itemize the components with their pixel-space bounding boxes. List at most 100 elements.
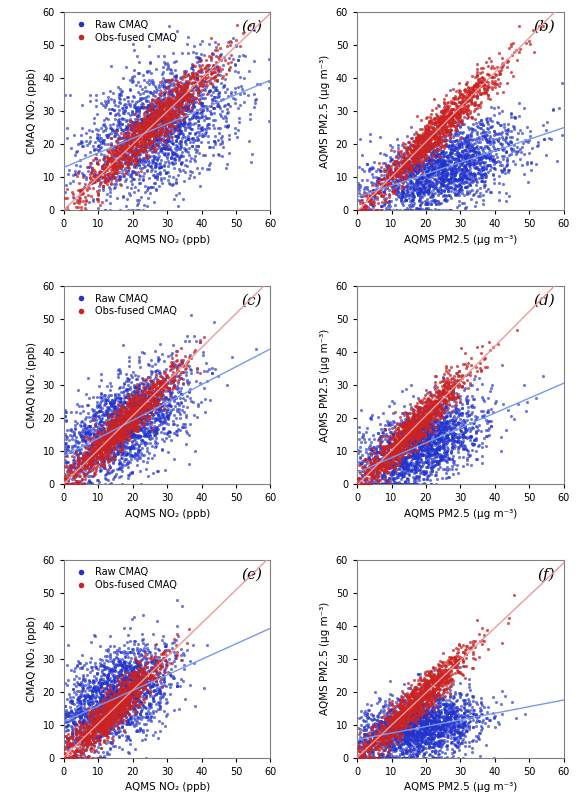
Point <box>135 140 145 153</box>
Point <box>105 707 114 720</box>
Point <box>471 80 480 93</box>
Point <box>404 749 414 762</box>
Point <box>443 686 452 699</box>
Point <box>64 687 73 700</box>
Point <box>130 384 139 397</box>
Point <box>457 700 466 713</box>
Point <box>83 419 92 432</box>
Point <box>144 130 153 143</box>
Point <box>468 438 478 451</box>
Point <box>74 457 83 470</box>
Point <box>69 478 78 491</box>
Point <box>114 721 123 734</box>
Point <box>105 395 114 408</box>
Point <box>223 57 232 70</box>
Point <box>157 94 166 107</box>
Point <box>446 156 456 168</box>
Point <box>116 687 125 699</box>
Point <box>383 740 393 753</box>
Point <box>406 707 415 719</box>
Point <box>435 149 444 162</box>
Point <box>87 664 96 677</box>
Point <box>94 124 103 136</box>
Point <box>429 712 439 725</box>
Point <box>403 711 412 723</box>
Point <box>404 723 413 736</box>
Point <box>109 472 118 485</box>
Point <box>101 397 110 410</box>
Point <box>368 466 378 479</box>
Point <box>419 435 429 448</box>
Point <box>379 186 389 199</box>
Point <box>144 386 153 399</box>
Point <box>101 713 110 726</box>
Point <box>428 398 437 411</box>
Point <box>426 394 436 407</box>
Point <box>68 433 77 446</box>
Point <box>109 415 118 427</box>
Point <box>131 674 141 687</box>
Point <box>428 727 437 739</box>
Point <box>418 431 428 444</box>
Point <box>380 730 389 743</box>
Point <box>96 691 106 704</box>
Point <box>109 159 119 172</box>
Point <box>383 706 393 719</box>
Point <box>74 452 83 465</box>
Point <box>361 455 370 468</box>
Point <box>449 678 458 691</box>
Point <box>67 751 76 764</box>
Point <box>151 114 160 127</box>
Point <box>173 89 182 102</box>
Point <box>96 440 106 453</box>
Point <box>402 422 411 435</box>
Point <box>110 419 120 432</box>
Point <box>118 140 127 152</box>
Point <box>456 101 465 114</box>
Point <box>357 743 366 756</box>
Point <box>149 132 158 145</box>
Point <box>73 744 83 757</box>
Point <box>385 176 394 189</box>
Point <box>120 391 130 403</box>
Point <box>112 429 121 442</box>
Point <box>358 743 368 756</box>
Point <box>385 448 394 461</box>
Point <box>408 431 417 444</box>
Point <box>388 439 397 452</box>
Point <box>107 431 117 444</box>
Point <box>110 128 120 140</box>
Point <box>414 411 424 424</box>
Point <box>437 423 447 435</box>
Point <box>131 650 140 663</box>
Point <box>394 168 404 180</box>
Point <box>120 401 129 414</box>
Point <box>122 715 131 728</box>
Point <box>413 188 422 201</box>
Point <box>81 691 90 703</box>
Point <box>96 710 105 723</box>
Point <box>397 698 406 711</box>
Point <box>467 127 476 140</box>
Point <box>451 688 460 701</box>
Point <box>482 413 491 426</box>
Point <box>440 114 449 127</box>
Point <box>437 176 446 189</box>
Point <box>392 478 401 491</box>
Point <box>458 721 467 734</box>
Point <box>383 730 392 743</box>
Point <box>372 444 381 457</box>
Point <box>382 439 392 452</box>
Point <box>366 473 375 486</box>
Point <box>105 666 114 678</box>
Point <box>378 747 387 759</box>
Point <box>84 715 93 728</box>
Point <box>440 109 449 122</box>
Point <box>404 706 414 719</box>
Point <box>122 419 131 431</box>
Point <box>64 472 74 484</box>
Point <box>359 742 368 755</box>
Point <box>123 384 132 397</box>
Point <box>451 152 460 165</box>
Point <box>149 684 158 697</box>
